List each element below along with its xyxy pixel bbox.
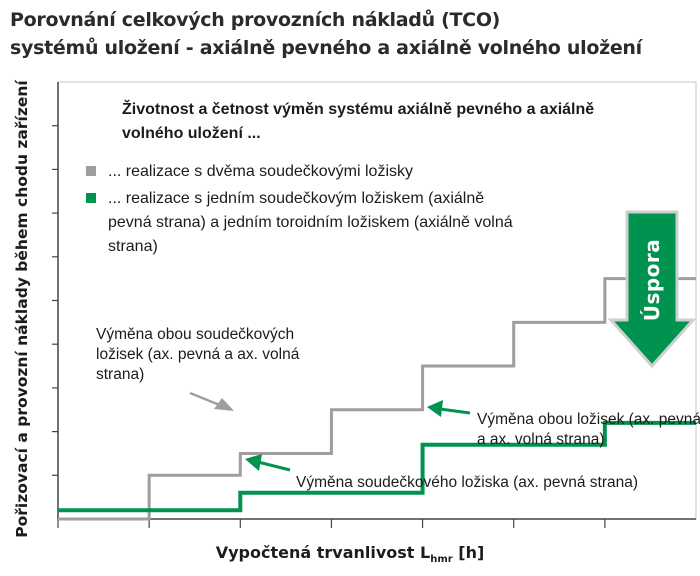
annot-arrow-gray-line xyxy=(189,391,223,408)
series-green-line xyxy=(58,420,696,513)
annotation-green-one: Výměna soudečkového ložiska (ax. pevná s… xyxy=(296,474,639,491)
annotation-green-both: Výměna obou ložisek (ax. pevná a ax. vol… xyxy=(477,411,700,448)
legend-label-gray: ... realizace s dvěma soudečkovými ložis… xyxy=(108,163,413,180)
legend-swatch-gray xyxy=(86,166,96,176)
chart-title-block: Porovnání celkových provozních nákladů (… xyxy=(10,6,700,62)
legend-swatch-green xyxy=(86,193,96,203)
legend-title: Životnost a četnost výměn systému axiáln… xyxy=(122,101,595,142)
annot-arrow-green-one-line xyxy=(257,460,291,472)
annotation-gray-replace: Výměna obou soudečkových ložisek (ax. pe… xyxy=(96,326,300,383)
x-axis-label-main: Vypočtená trvanlivost L xyxy=(215,543,431,562)
annot-arrow-gray-head xyxy=(214,398,234,411)
chart-title: Porovnání celkových provozních nákladů (… xyxy=(10,9,501,31)
legend-label-green: ... realizace s jedním soudečkovým ložis… xyxy=(108,190,513,255)
chart-subtitle: systémů uložení - axiálně pevného a axiá… xyxy=(10,37,642,59)
series-gray-line xyxy=(58,277,696,521)
plot-background xyxy=(57,81,697,520)
x-axis-label: Vypočtená trvanlivost Lhmr [h] xyxy=(0,543,700,565)
annot-arrow-green-both-line xyxy=(439,407,471,415)
annot-arrow-green-both-head xyxy=(427,400,443,417)
x-axis-label-sub: hmr xyxy=(430,554,453,566)
annot-arrow-green-one-head xyxy=(245,454,262,471)
y-axis-label: Pořizovací a provozní náklady během chod… xyxy=(13,80,31,538)
savings-label: Úspora xyxy=(640,238,664,322)
savings-arrow xyxy=(607,210,697,369)
x-axis-label-unit: [h] xyxy=(458,543,485,562)
